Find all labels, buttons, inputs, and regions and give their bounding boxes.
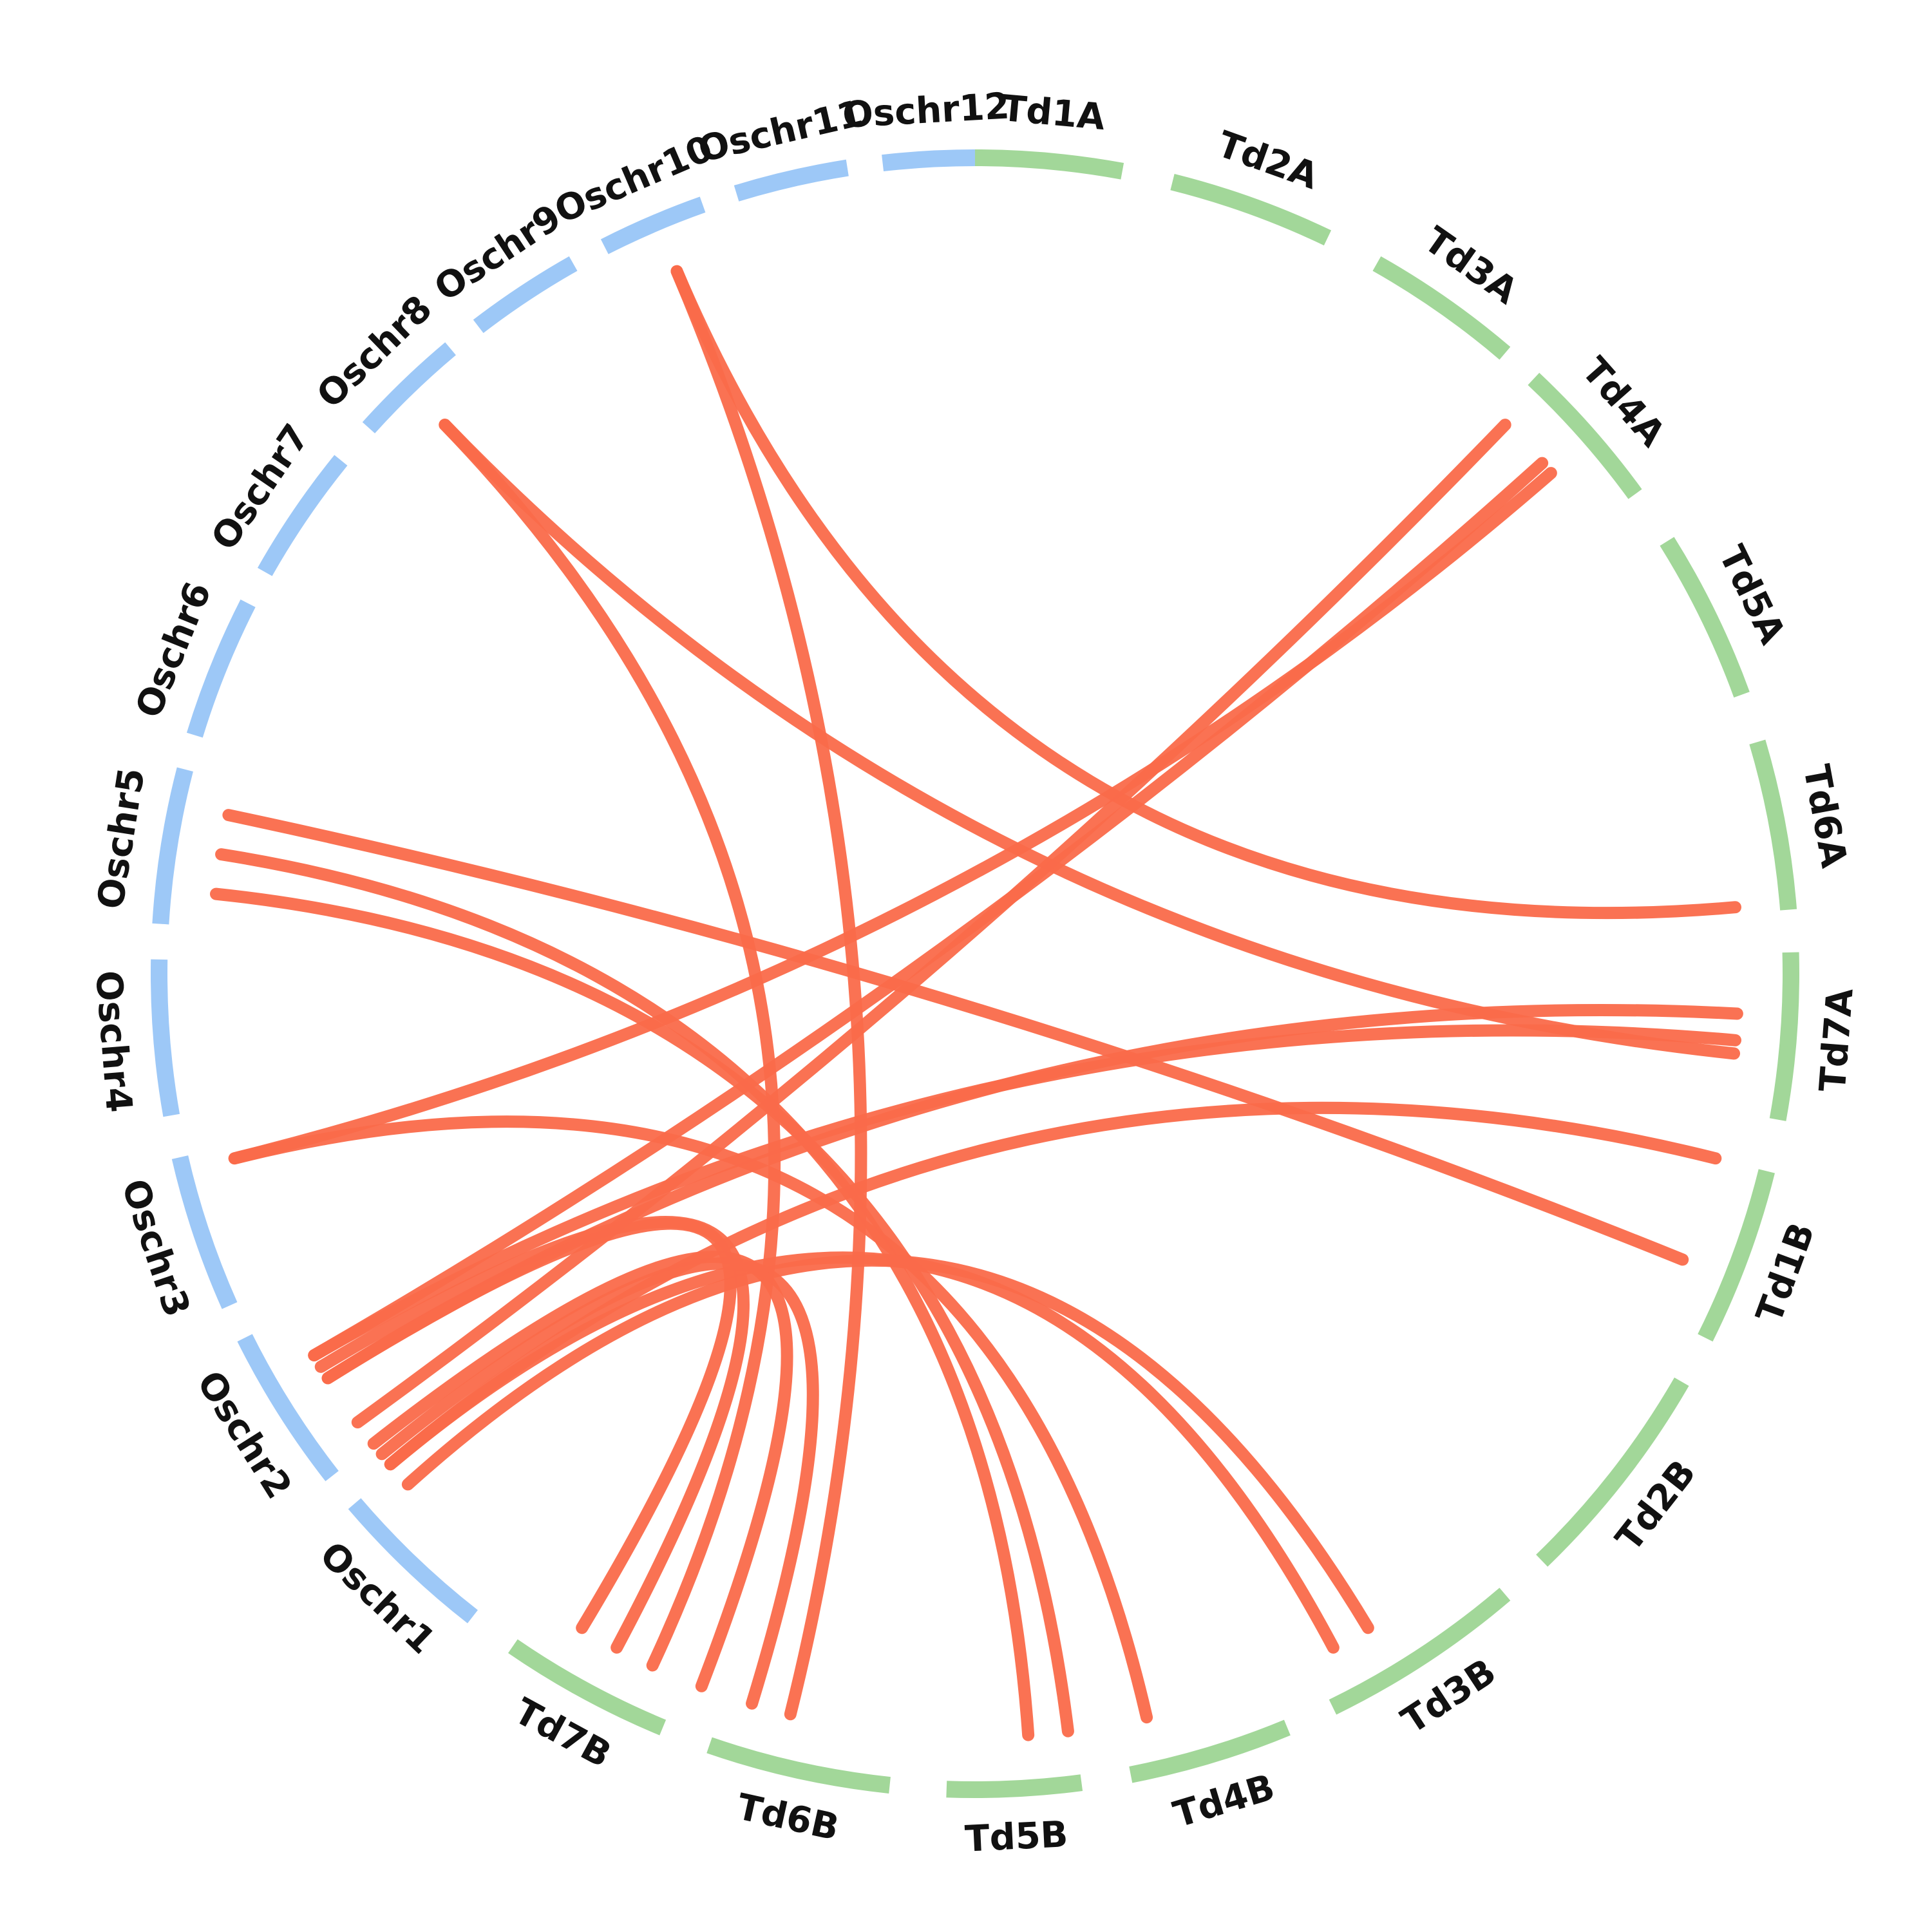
chromosome-segment-oschr1 bbox=[348, 1498, 478, 1624]
chromosome-segment-oschr6 bbox=[186, 599, 256, 738]
chromosome-segment-td2b bbox=[1536, 1377, 1689, 1567]
synteny-link-td4a-oschr2 bbox=[308, 457, 1549, 1361]
chromosome-segment-td5b bbox=[946, 1774, 1083, 1798]
chromosome-segment-td4b bbox=[1129, 1719, 1291, 1783]
chromosome-label-oschr1: Oschr1 bbox=[312, 1534, 443, 1662]
synteny-link-oschr11-td5b bbox=[670, 265, 867, 1721]
chromosome-label-td4b: Td4B bbox=[1169, 1766, 1280, 1836]
chromosome-label-td7a: Td7A bbox=[1812, 987, 1861, 1094]
synteny-link-oschr1-td3b bbox=[401, 1254, 1374, 1634]
chromosome-label-td1a: Td1A bbox=[1000, 88, 1107, 138]
chromosome-segment-oschr5 bbox=[152, 767, 193, 925]
chromosome-label-oschr9: Oschr9 bbox=[427, 196, 569, 310]
chromosome-label-td2a: Td2A bbox=[1212, 124, 1324, 198]
chromosome-label-td1b: Td1B bbox=[1748, 1217, 1823, 1329]
synteny-link-oschr1-td6b bbox=[367, 1251, 793, 1692]
synteny-link-oschr5-td1b bbox=[222, 809, 1689, 1266]
synteny-link-oschr1-td3b bbox=[384, 1251, 1340, 1654]
synteny-link-td3a-oschr2 bbox=[351, 419, 1511, 1429]
chromosome-segment-td6a bbox=[1749, 739, 1797, 911]
chromosome-segment-oschr9 bbox=[473, 256, 578, 334]
chromosome-label-td5b: Td5B bbox=[964, 1814, 1069, 1861]
chromosome-segment-td2a bbox=[1170, 174, 1332, 246]
synteny-link-td7a-oschr1 bbox=[384, 1101, 1722, 1471]
chromosome-label-td6a: Td6A bbox=[1795, 762, 1855, 871]
chromosome-segment-td4a bbox=[1528, 372, 1642, 499]
chromosome-label-oschr2: Oschr2 bbox=[189, 1363, 300, 1506]
synteny-link-oschr11-td6a bbox=[670, 265, 1741, 920]
chromosome-segment-oschr3 bbox=[171, 1155, 238, 1309]
chromosome-label-oschr11: Oschr11 bbox=[694, 93, 867, 171]
chromosome-label-oschr8: Oschr8 bbox=[309, 288, 440, 417]
chromosome-label-oschr4: Oschr4 bbox=[87, 969, 140, 1114]
chromosome-segment-oschr8 bbox=[362, 342, 456, 433]
chromosome-segment-oschr2 bbox=[237, 1334, 339, 1482]
chromosome-segment-td3b bbox=[1329, 1587, 1511, 1715]
chromosome-label-td6b: Td6B bbox=[733, 1786, 842, 1849]
chromosome-segment-td1b bbox=[1698, 1169, 1775, 1342]
chromosome-segment-oschr7 bbox=[257, 455, 348, 576]
synteny-link-oschr2-td7b bbox=[321, 1217, 737, 1634]
chromosome-segment-td5a bbox=[1660, 536, 1750, 698]
chromosome-segment-oschr11 bbox=[734, 159, 849, 202]
chromosome-segment-td3a bbox=[1372, 256, 1511, 360]
chromosome-segment-td6b bbox=[706, 1737, 891, 1794]
synteny-link-oschr3-td4b bbox=[228, 1115, 1153, 1724]
chromosome-segment-oschr10 bbox=[600, 196, 706, 254]
chromosome-ring bbox=[151, 149, 1799, 1798]
synteny-link-td7a-oschr2 bbox=[308, 1024, 1741, 1361]
chromosome-label-oschr7: Oschr7 bbox=[204, 417, 318, 558]
chromosome-segment-oschr4 bbox=[151, 959, 180, 1117]
chromosome-segment-td7b bbox=[508, 1639, 667, 1736]
chromosome-label-oschr12: Oschr12 bbox=[842, 85, 1011, 137]
synteny-links bbox=[209, 265, 1743, 1741]
synteny-link-oschr8-td7a bbox=[439, 419, 1741, 1060]
chromosome-label-oschr5: Oschr5 bbox=[90, 765, 153, 912]
chromosome-labels: Td1ATd2ATd3ATd4ATd5ATd6ATd7ATd1BTd2BTd3B… bbox=[87, 85, 1862, 1860]
chromosome-segment-td7a bbox=[1769, 952, 1799, 1121]
chromosome-segment-oschr12 bbox=[882, 149, 976, 172]
chromosome-segment-td1a bbox=[974, 149, 1124, 180]
synteny-link-oschr8-td6b bbox=[439, 419, 781, 1672]
